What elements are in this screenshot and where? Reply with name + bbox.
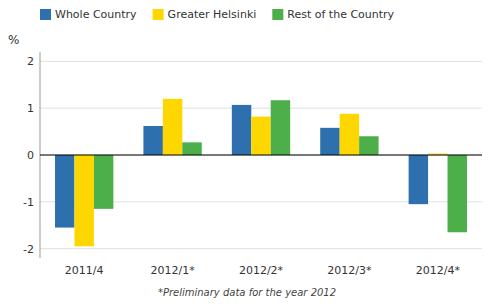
x-tick-label: 2012/4* <box>416 264 461 277</box>
y-tick-label: -1 <box>23 196 34 209</box>
bar <box>74 155 93 246</box>
bar <box>359 136 378 155</box>
bar <box>55 155 74 228</box>
bar <box>448 155 467 232</box>
chart: -2 -1 0 1 2 2011/4 2012/1* 2012/2* 2012/3* 2012/4… <box>0 0 494 304</box>
legend-swatch <box>153 9 164 20</box>
x-tick-label: 2012/1* <box>150 264 195 277</box>
y-tick-label: 2 <box>27 55 34 68</box>
y-axis-label: % <box>8 33 19 47</box>
x-tick-label: 2012/3* <box>327 264 372 277</box>
y-tick-label: 0 <box>27 149 34 162</box>
legend-label: Greater Helsinki <box>168 8 257 21</box>
bar <box>94 155 113 209</box>
bar <box>271 100 290 155</box>
bar <box>320 128 339 155</box>
legend-swatch <box>40 9 51 20</box>
grid-line <box>40 61 482 62</box>
bar <box>163 99 182 155</box>
grid-line <box>40 248 482 249</box>
x-tick-label: 2012/2* <box>239 264 284 277</box>
legend-swatch <box>272 9 283 20</box>
y-tick-label: 1 <box>27 102 34 115</box>
y-tick-label: -2 <box>23 243 34 256</box>
grid-line <box>40 108 482 109</box>
bar <box>232 105 251 155</box>
bar <box>143 126 162 155</box>
legend-label: Whole Country <box>55 8 137 21</box>
bar <box>251 117 270 155</box>
zero-line <box>40 155 482 156</box>
footnote: *Preliminary data for the year 2012 <box>158 287 336 298</box>
bar <box>182 142 201 155</box>
bars <box>55 99 467 246</box>
bar <box>340 114 359 155</box>
legend: Whole Country Greater Helsinki Rest of the… <box>40 8 395 21</box>
bar <box>409 155 428 204</box>
legend-label: Rest of the Country <box>287 8 394 21</box>
x-tick-label: 2011/4 <box>65 264 104 277</box>
grid-line <box>40 155 482 156</box>
chart-container: -2 -1 0 1 2 2011/4 2012/1* 2012/2* 2012/3* 2012/4… <box>0 0 494 304</box>
